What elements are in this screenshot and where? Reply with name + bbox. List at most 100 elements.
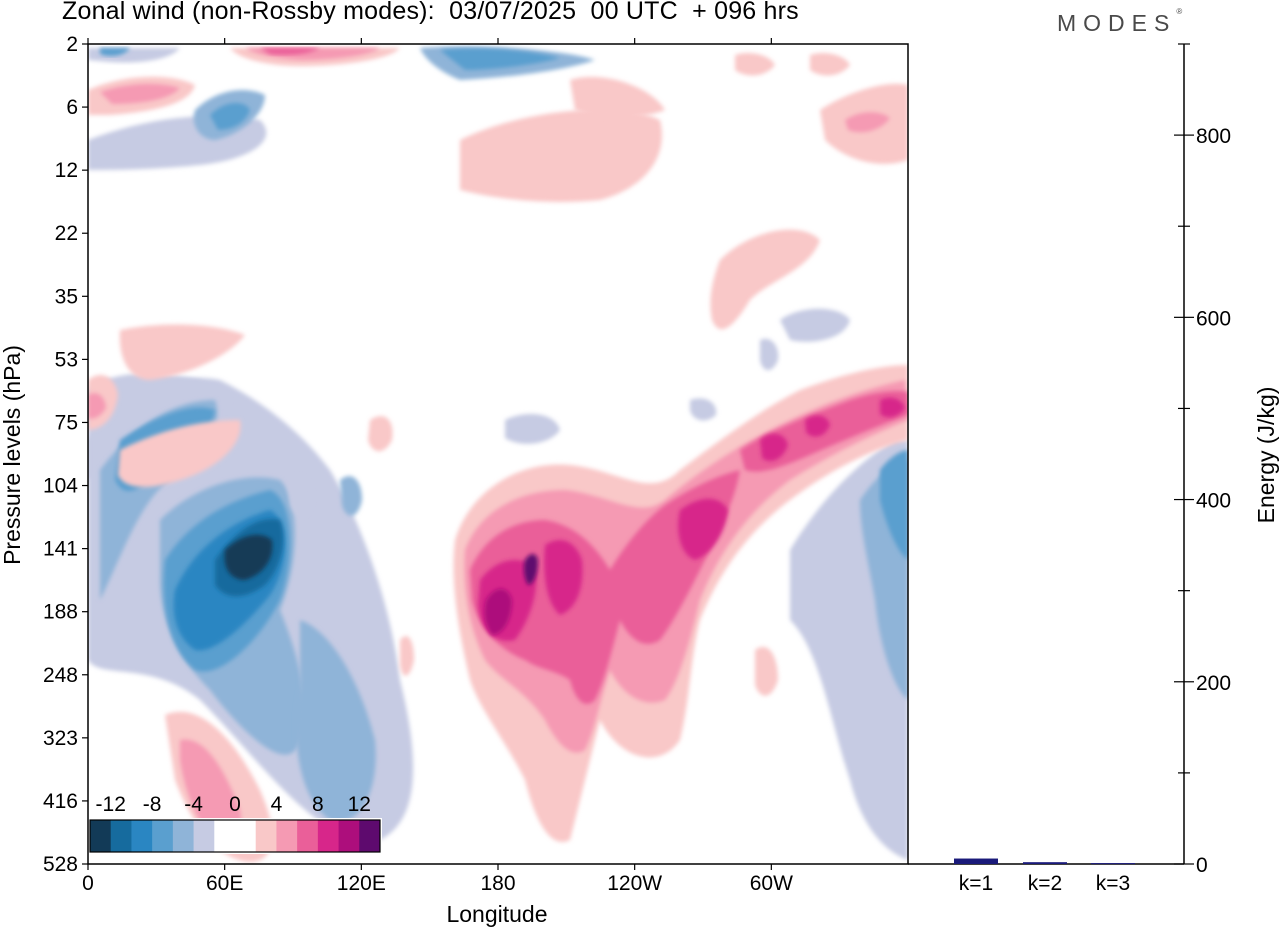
x-tick-label-6: 60W bbox=[750, 872, 793, 895]
colorbar-swatch-1 bbox=[90, 820, 112, 852]
energy-category-label-1: k=1 bbox=[959, 872, 993, 895]
contour-region-13 bbox=[880, 450, 908, 560]
contour-region-54 bbox=[340, 476, 362, 516]
contour-region-29 bbox=[845, 112, 890, 133]
colorbar-swatch-3 bbox=[131, 820, 153, 852]
colorbar-swatch-9 bbox=[255, 820, 277, 852]
energy-category-label-3: k=3 bbox=[1096, 872, 1130, 895]
y-axis-label: Pressure levels (hPa) bbox=[0, 345, 25, 565]
colorbar-swatch-11 bbox=[297, 820, 319, 852]
colorbar-tick-label-7: 12 bbox=[348, 793, 371, 816]
y-tick-label-5: 35 bbox=[55, 285, 78, 308]
energy-bars: k=1 k=2 k=3 bbox=[954, 858, 1135, 895]
contour-region-22 bbox=[100, 83, 180, 104]
colorbar-swatch-12 bbox=[317, 820, 340, 852]
y-tick-label-9: 141 bbox=[43, 538, 78, 561]
colorbar-tick-label-3: -4 bbox=[184, 793, 203, 816]
colorbar: -12 -8 -4 0 4 8 12 bbox=[88, 793, 382, 854]
contour-region-10 bbox=[224, 534, 273, 580]
contour-region-42 bbox=[544, 540, 583, 615]
contour-region-36 bbox=[88, 393, 106, 419]
colorbar-swatch-13 bbox=[338, 820, 360, 852]
y-tick-label-14: 528 bbox=[43, 853, 78, 876]
y-tick-label-4: 22 bbox=[55, 222, 78, 245]
contour-region-30 bbox=[710, 229, 820, 330]
contour-region-25 bbox=[260, 48, 320, 55]
contour-region-4 bbox=[296, 620, 376, 822]
x-tick-label-2: 60E bbox=[206, 872, 243, 895]
energy-category-label-2: k=2 bbox=[1028, 872, 1062, 895]
contour-region-16 bbox=[210, 103, 250, 130]
contour-region-46 bbox=[760, 433, 788, 462]
contour-region-45 bbox=[524, 554, 538, 585]
energy-tick-label-4: 600 bbox=[1196, 307, 1231, 330]
contour-region-43 bbox=[678, 498, 728, 560]
modes-logo-text: MODES bbox=[1057, 10, 1177, 36]
colorbar-swatch-7 bbox=[214, 820, 236, 852]
contour-region-44 bbox=[484, 588, 512, 635]
colorbar-swatch-4 bbox=[152, 820, 174, 852]
energy-bar-k1 bbox=[954, 858, 998, 864]
energy-axis-label: Energy (J/kg) bbox=[1253, 387, 1279, 524]
y-tick-label-1: 2 bbox=[66, 33, 78, 56]
energy-bar-k2 bbox=[1023, 862, 1067, 864]
contour-region-50 bbox=[690, 398, 717, 421]
y-tick-label-8: 104 bbox=[43, 475, 78, 498]
y-tick-label-13: 416 bbox=[43, 790, 78, 813]
energy-bar-k3 bbox=[1091, 863, 1135, 865]
heatmap-panel: -12 -8 -4 0 4 8 12 0 60E 120E 180 120W 60W 2 6 12 22 35… bbox=[0, 33, 909, 927]
colorbar-tick-label-1: -12 bbox=[96, 793, 126, 816]
modes-logo: MODES® bbox=[1057, 7, 1183, 37]
colorbar-tick-label-2: -8 bbox=[143, 793, 162, 816]
heatmap-contours bbox=[88, 46, 908, 862]
y-tick-label-3: 12 bbox=[55, 159, 78, 182]
y-tick-label-7: 75 bbox=[55, 411, 78, 434]
y-axis-ticks: 2 6 12 22 35 53 75 104 141 188 248 323 416 528 bbox=[43, 33, 88, 876]
colorbar-tick-label-6: 8 bbox=[312, 793, 324, 816]
contour-region-31 bbox=[735, 53, 775, 76]
chart-title: Zonal wind (non-Rossby modes): 03/07/202… bbox=[62, 0, 799, 25]
colorbar-tick-label-5: 4 bbox=[271, 793, 283, 816]
y-tick-label-6: 53 bbox=[55, 348, 78, 371]
registered-mark: ® bbox=[1176, 7, 1183, 17]
y-tick-label-11: 248 bbox=[43, 664, 78, 687]
colorbar-frame bbox=[89, 819, 381, 853]
colorbar-swatch-10 bbox=[276, 820, 298, 852]
contour-region-18 bbox=[440, 48, 560, 70]
contour-region-59 bbox=[119, 324, 245, 380]
colorbar-swatch-6 bbox=[193, 820, 215, 852]
contour-region-48 bbox=[880, 397, 905, 418]
colorbar-swatch-8 bbox=[235, 820, 257, 852]
contour-region-52 bbox=[760, 338, 779, 371]
y-tick-label-12: 323 bbox=[43, 727, 78, 750]
energy-tick-label-1: 0 bbox=[1196, 854, 1208, 877]
x-axis-ticks: 0 60E 120E 180 120W 60W bbox=[82, 38, 793, 895]
x-tick-label-5: 120W bbox=[607, 872, 662, 895]
colorbar-swatch-2 bbox=[110, 820, 132, 852]
colorbar-swatch-5 bbox=[172, 820, 195, 852]
contour-region-51 bbox=[780, 308, 850, 342]
y-tick-label-10: 188 bbox=[43, 601, 78, 624]
contour-region-56 bbox=[368, 416, 393, 452]
energy-tick-label-5: 800 bbox=[1196, 125, 1231, 148]
contour-region-39 bbox=[470, 470, 740, 704]
contour-region-57 bbox=[755, 646, 778, 696]
contour-region-32 bbox=[810, 53, 850, 76]
contour-region-58 bbox=[400, 636, 414, 676]
x-tick-label-1: 0 bbox=[82, 872, 94, 895]
contour-region-47 bbox=[805, 415, 830, 437]
contour-region-55 bbox=[118, 420, 241, 487]
x-tick-label-4: 180 bbox=[480, 872, 515, 895]
energy-panel: k=1 k=2 k=3 0 200 400 600 800 Energy (J/kg) bbox=[908, 43, 1279, 895]
contour-region-53 bbox=[288, 476, 312, 516]
colorbar-tick-label-4: 0 bbox=[229, 793, 241, 816]
contour-region-49 bbox=[505, 414, 560, 444]
contour-region-26 bbox=[460, 109, 662, 202]
x-tick-label-3: 120E bbox=[337, 872, 386, 895]
y-tick-label-2: 6 bbox=[66, 96, 78, 119]
energy-tick-label-2: 200 bbox=[1196, 672, 1231, 695]
energy-tick-label-3: 400 bbox=[1196, 490, 1231, 513]
colorbar-swatch-14 bbox=[359, 820, 381, 852]
x-axis-label: Longitude bbox=[446, 901, 547, 927]
